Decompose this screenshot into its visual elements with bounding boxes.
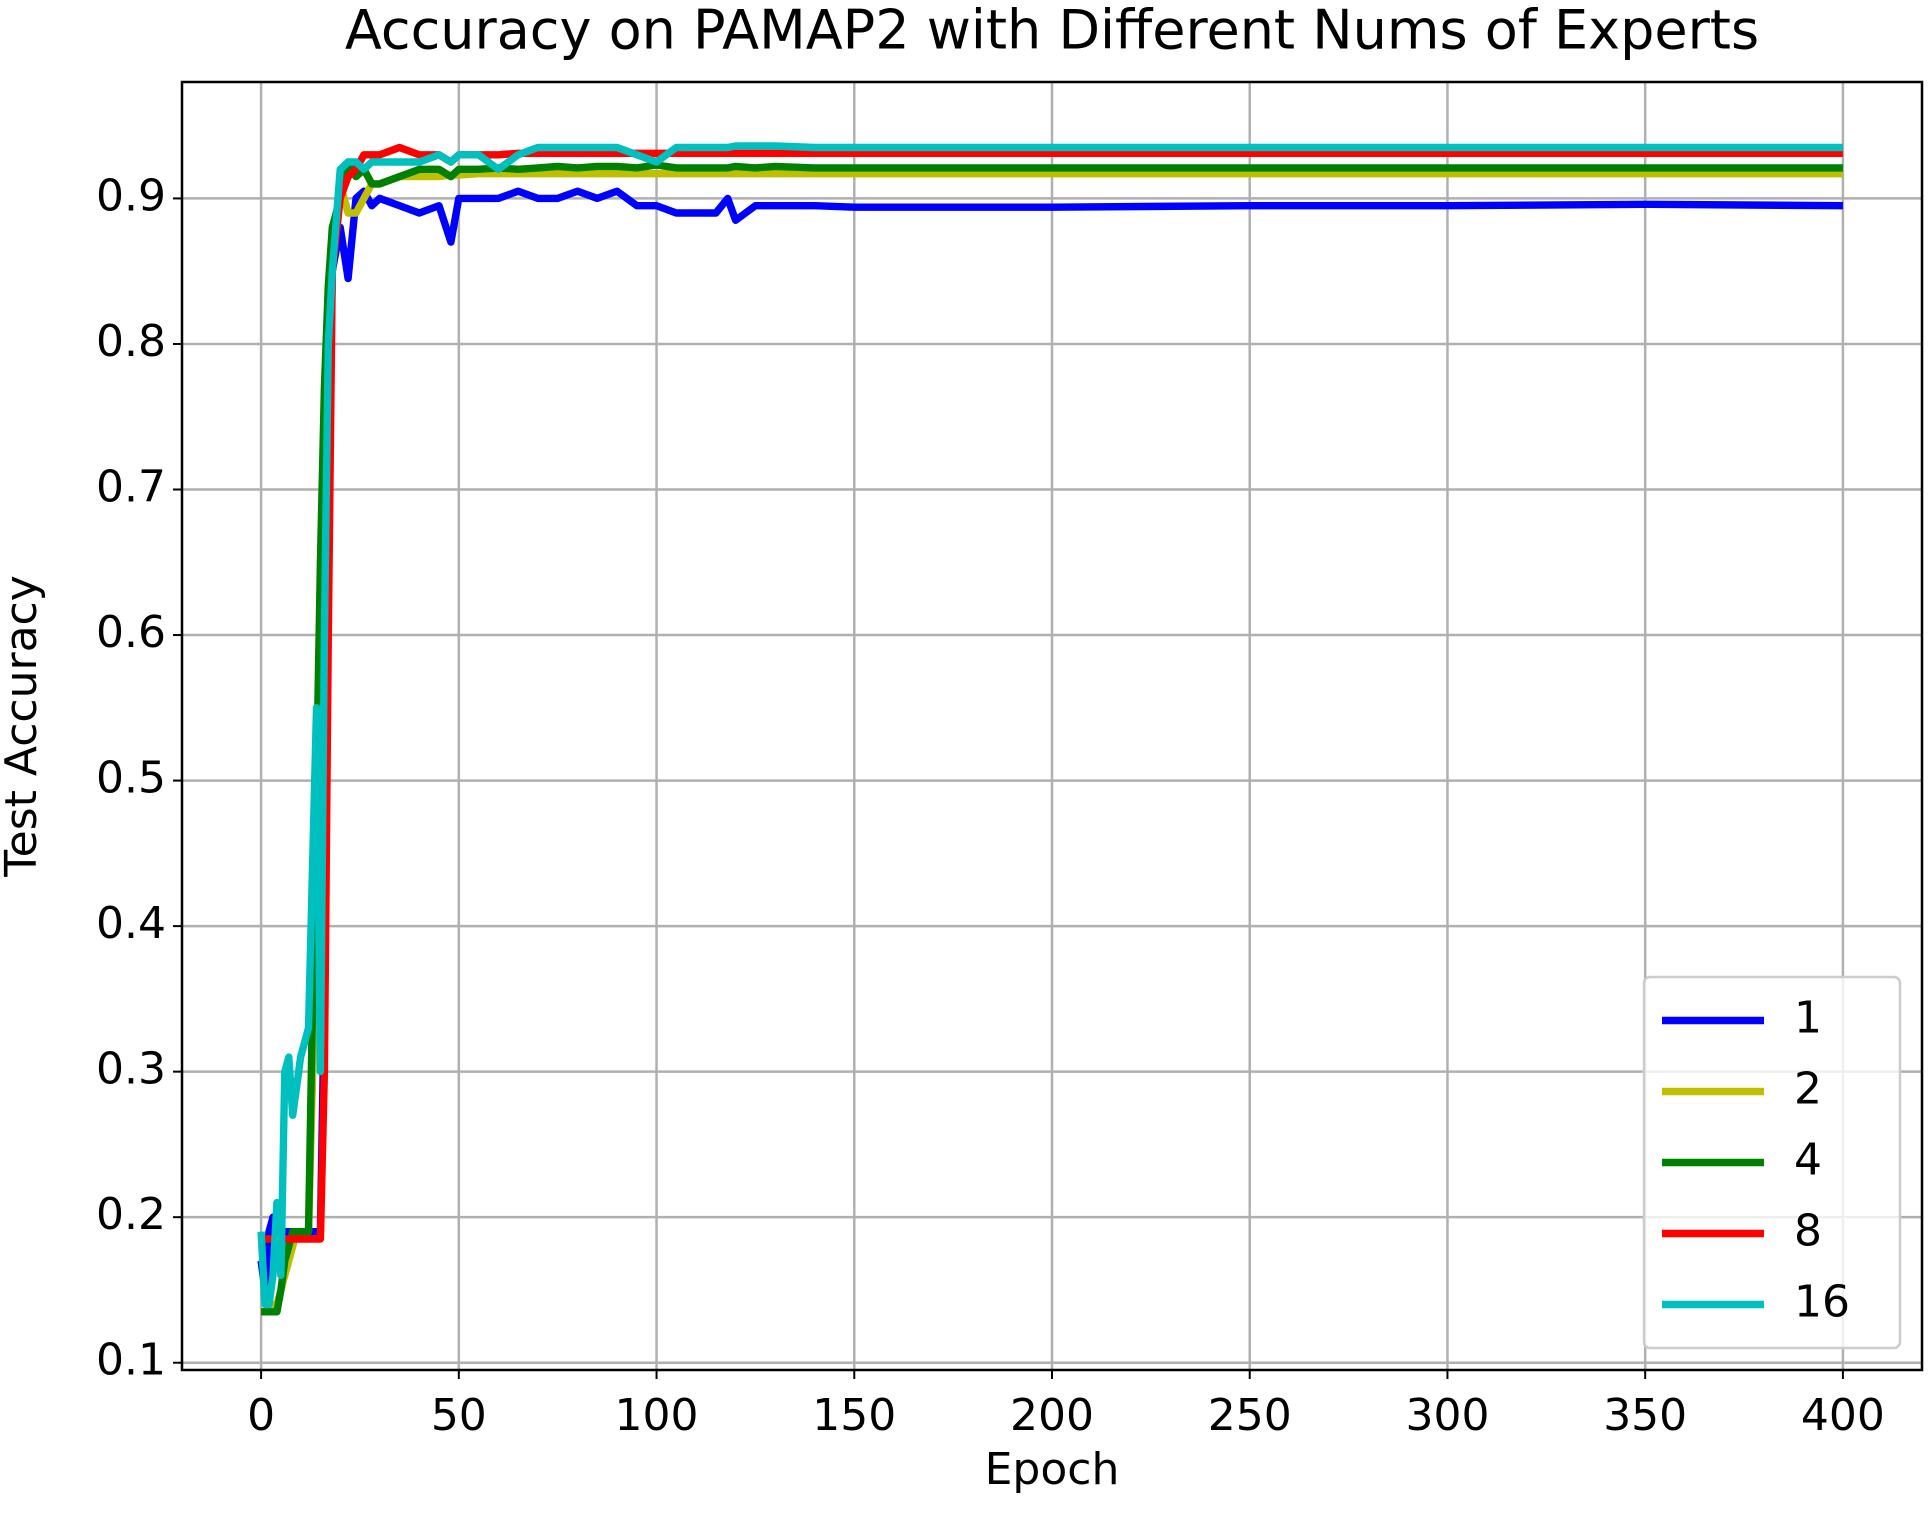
x-tick-label: 150 bbox=[812, 1390, 896, 1441]
y-tick-label: 0.4 bbox=[96, 898, 166, 949]
y-tick-label: 0.1 bbox=[96, 1335, 166, 1386]
x-tick-label: 400 bbox=[1801, 1390, 1885, 1441]
x-tick-label: 350 bbox=[1603, 1390, 1687, 1441]
legend-label: 1 bbox=[1794, 993, 1822, 1044]
x-tick-label: 0 bbox=[247, 1390, 275, 1441]
series-line bbox=[257, 142, 1843, 1309]
y-tick-label: 0.8 bbox=[96, 316, 166, 367]
legend-label: 2 bbox=[1794, 1064, 1822, 1115]
y-tick-label: 0.9 bbox=[96, 170, 166, 221]
y-tick-label: 0.2 bbox=[96, 1189, 166, 1240]
series-line bbox=[261, 158, 1843, 1316]
legend-label: 4 bbox=[1794, 1135, 1822, 1186]
legend-box bbox=[1642, 975, 1902, 1350]
x-tick-label: 100 bbox=[615, 1390, 699, 1441]
y-axis-label: Test Accuracy bbox=[0, 575, 47, 878]
y-tick-label: 0.6 bbox=[96, 607, 166, 658]
chart-title: Accuracy on PAMAP2 with Different Nums o… bbox=[345, 0, 1759, 62]
x-tick-label: 300 bbox=[1405, 1390, 1489, 1441]
y-tick-label: 0.3 bbox=[96, 1044, 166, 1095]
x-axis-label: Epoch bbox=[985, 1444, 1120, 1495]
y-tick-label: 0.7 bbox=[96, 462, 166, 513]
x-tick-label: 250 bbox=[1208, 1390, 1292, 1441]
x-tick-label: 200 bbox=[1010, 1390, 1094, 1441]
x-tick-label: 50 bbox=[431, 1390, 487, 1441]
y-tick-label: 0.5 bbox=[96, 753, 166, 804]
plot-frame bbox=[180, 80, 1924, 1372]
legend-label: 8 bbox=[1794, 1206, 1822, 1257]
legend-label: 16 bbox=[1794, 1277, 1850, 1328]
